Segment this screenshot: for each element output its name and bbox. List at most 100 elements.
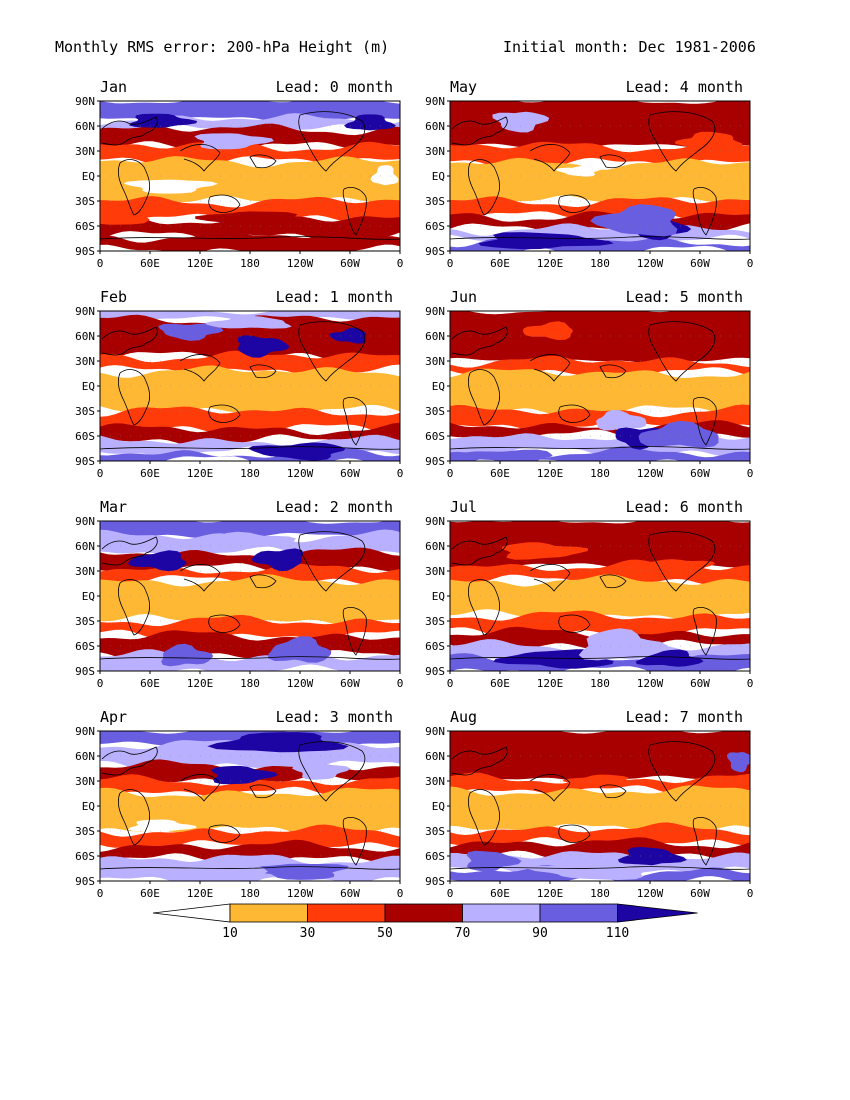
lon-label: 120W <box>637 467 664 480</box>
lat-label: EQ <box>432 800 445 813</box>
contour-patch <box>237 335 290 358</box>
lat-label: 60N <box>75 750 95 763</box>
lon-label: 0 <box>397 467 404 480</box>
contour-band <box>100 839 400 866</box>
lat-label: EQ <box>82 590 95 603</box>
colorbar-segment <box>539 903 618 923</box>
lon-label: 120W <box>287 887 314 900</box>
lat-label: 90N <box>75 95 95 108</box>
lon-label: 120E <box>537 467 564 480</box>
colorbar: 10 30 50 70 90 110 <box>152 903 698 941</box>
contour-field <box>450 311 750 461</box>
lat-label: 60N <box>425 120 445 133</box>
coastline <box>100 656 400 660</box>
lon-label: 0 <box>747 257 754 270</box>
panel-month: Jan <box>100 78 127 96</box>
coastline <box>208 824 241 843</box>
panel-lead: Lead: 0 month <box>276 78 393 96</box>
lon-label: 120E <box>537 887 564 900</box>
lat-label: 30N <box>75 775 95 788</box>
lat-label: 30N <box>75 355 95 368</box>
coastline <box>101 326 158 356</box>
colorbar-arrow-low <box>152 903 231 923</box>
contour-band <box>100 521 400 539</box>
contour-patch <box>179 856 268 877</box>
lat-label: EQ <box>82 380 95 393</box>
lat-label: 30N <box>75 565 95 578</box>
lat-label: 60S <box>425 850 445 863</box>
contour-patch <box>329 327 367 344</box>
coastline <box>249 154 277 169</box>
lat-label: 60S <box>425 220 445 233</box>
lat-label: 30N <box>425 145 445 158</box>
colorbar-arrow-high <box>617 903 698 923</box>
lat-label: 90N <box>75 515 95 528</box>
coastline <box>117 159 151 216</box>
contour-band <box>100 365 400 418</box>
contour-patch <box>210 765 279 785</box>
lon-label: 120W <box>287 677 314 690</box>
lat-label: 90S <box>75 455 95 468</box>
lat-label: 60S <box>425 640 445 653</box>
coastline <box>450 866 750 870</box>
lon-label: 60W <box>690 467 710 480</box>
colorbar-label: 50 <box>377 926 393 941</box>
coastline <box>100 446 400 450</box>
panel-lead: Lead: 1 month <box>276 288 393 306</box>
panel-month: Mar <box>100 498 127 516</box>
colorbar-label: 10 <box>222 926 238 941</box>
contour-patch <box>268 636 332 663</box>
coastline <box>558 194 591 213</box>
contour-field <box>100 101 400 251</box>
coastline <box>692 817 717 866</box>
contour-band <box>100 230 400 251</box>
contour-band <box>100 774 400 799</box>
coastline <box>179 144 221 172</box>
lat-label: 60S <box>75 850 95 863</box>
lon-label: 120E <box>537 677 564 690</box>
lat-label: 90S <box>425 455 445 468</box>
lon-label: 180 <box>590 467 610 480</box>
coastline <box>342 817 367 866</box>
contour-band <box>100 214 400 242</box>
lon-label: 120E <box>187 467 214 480</box>
lat-label: EQ <box>432 170 445 183</box>
lat-label: 30S <box>75 405 95 418</box>
lon-label: 120W <box>287 467 314 480</box>
panel-lead: Lead: 4 month <box>626 78 743 96</box>
coastline <box>529 564 571 592</box>
colorbar-label: 70 <box>455 926 471 941</box>
contour-patch <box>251 548 304 572</box>
lon-label: 0 <box>97 467 104 480</box>
coastline <box>179 564 221 592</box>
contour-band <box>450 368 750 416</box>
colorbar-segment <box>462 903 541 923</box>
coastline <box>648 111 716 172</box>
contour-patch <box>578 628 669 661</box>
lon-label: 120E <box>537 257 564 270</box>
lon-label: 60W <box>340 887 360 900</box>
lon-label: 0 <box>397 887 404 900</box>
contour-patch <box>127 819 197 832</box>
coastline <box>450 446 750 450</box>
contour-patch <box>461 449 553 461</box>
lat-label: 60S <box>75 430 95 443</box>
coastline <box>117 369 151 426</box>
panel-lead: Lead: 5 month <box>626 288 743 306</box>
lat-label: 30S <box>425 195 445 208</box>
lon-label: 120E <box>187 677 214 690</box>
lon-label: 120E <box>187 887 214 900</box>
coastline <box>599 364 627 379</box>
coastline <box>208 614 241 633</box>
contour-patch <box>128 113 198 128</box>
contour-patch <box>596 410 647 431</box>
lon-label: 180 <box>590 257 610 270</box>
panel-month: Apr <box>100 708 127 726</box>
lon-label: 0 <box>747 677 754 690</box>
lon-label: 180 <box>240 887 260 900</box>
lon-label: 180 <box>590 887 610 900</box>
coastline <box>450 236 750 240</box>
